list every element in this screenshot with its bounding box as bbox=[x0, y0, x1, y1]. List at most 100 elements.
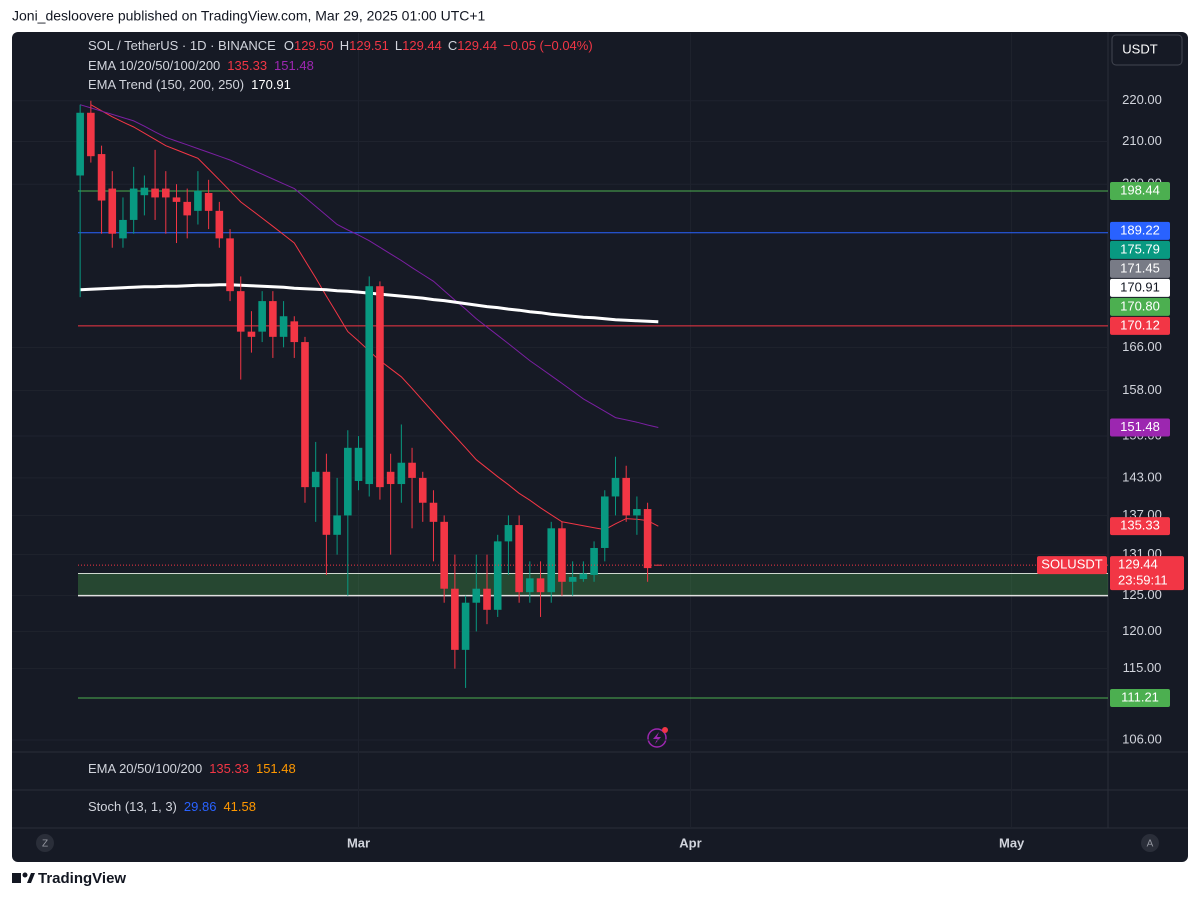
y-tick-label: 120.00 bbox=[1122, 623, 1162, 638]
candle-body bbox=[429, 502, 438, 522]
legend-text: EMA 10/20/50/100/200 bbox=[88, 58, 220, 73]
legend-row: Stoch (13, 1, 3) 29.86 41.58 bbox=[88, 799, 256, 814]
y-tick-label: 158.00 bbox=[1122, 382, 1162, 397]
x-tick-label: Apr bbox=[679, 835, 701, 850]
candle-body bbox=[204, 192, 213, 211]
candle-body bbox=[172, 197, 181, 202]
legend-row: SOL / TetherUS · 1D · BINANCE O129.50 H129… bbox=[88, 38, 593, 53]
candle-body bbox=[483, 588, 491, 610]
legend-text: 135.33 bbox=[209, 761, 249, 776]
legend-text: 129.44 bbox=[457, 38, 497, 53]
legend-text: EMA 20/50/100/200 bbox=[88, 761, 202, 776]
candle-body bbox=[344, 447, 352, 516]
candle-body bbox=[493, 541, 502, 610]
price-label: 135.33 bbox=[1120, 518, 1160, 533]
legend-row: EMA Trend (150, 200, 250) 170.91 bbox=[88, 77, 291, 92]
ema-line bbox=[90, 104, 659, 531]
price-label-box bbox=[1110, 278, 1170, 297]
legend-text: L bbox=[395, 38, 402, 53]
chart-background bbox=[12, 32, 1188, 862]
candle-body bbox=[322, 471, 331, 535]
y-tick-label: 106.00 bbox=[1122, 731, 1162, 746]
legend-text: 129.44 bbox=[402, 38, 442, 53]
support-zone bbox=[78, 573, 1108, 596]
header: Joni_desloovere published on TradingView… bbox=[12, 8, 486, 24]
candle-body bbox=[311, 471, 320, 488]
legend-text: 170.91 bbox=[251, 77, 291, 92]
candle-body bbox=[365, 286, 374, 485]
price-label-box bbox=[1110, 297, 1170, 316]
candle-body bbox=[354, 447, 363, 481]
footer-logo bbox=[12, 872, 35, 883]
candle-body bbox=[258, 301, 266, 332]
price-label: 189.22 bbox=[1120, 222, 1160, 237]
y-tick-label: 220.00 bbox=[1122, 92, 1162, 107]
legend-text: 129.50 bbox=[294, 38, 334, 53]
y-tick-label: 210.00 bbox=[1122, 133, 1162, 148]
symbol-label: SOLUSDT bbox=[1041, 557, 1102, 572]
candle-body bbox=[590, 547, 598, 575]
candle-body bbox=[408, 462, 416, 478]
price-label-box bbox=[1110, 240, 1170, 259]
alert-icon bbox=[647, 727, 668, 748]
candle-body bbox=[440, 521, 448, 589]
legend-text: H bbox=[340, 38, 349, 53]
symbol-box bbox=[1037, 556, 1107, 575]
y-tick-label: 115.00 bbox=[1123, 660, 1162, 675]
y-tick-label: 166.00 bbox=[1122, 339, 1162, 354]
legend-text: 41.58 bbox=[223, 799, 256, 814]
price-label-box bbox=[1110, 689, 1170, 708]
price-label-box bbox=[1110, 259, 1170, 278]
candle-body bbox=[397, 462, 406, 485]
legend-text: 151.48 bbox=[256, 761, 296, 776]
candle-body bbox=[215, 210, 224, 239]
price-label-box bbox=[1110, 182, 1170, 201]
candle-body bbox=[151, 188, 159, 198]
candle-body bbox=[386, 471, 395, 485]
candle-body bbox=[504, 525, 513, 542]
candle-body bbox=[579, 573, 588, 580]
legend-text: 129.51 bbox=[349, 38, 389, 53]
candle-body bbox=[226, 238, 234, 292]
auto-button[interactable] bbox=[1141, 834, 1159, 852]
legend-text: 29.86 bbox=[184, 799, 217, 814]
price-label-box bbox=[1110, 221, 1170, 240]
price-label: 129.44 bbox=[1118, 557, 1158, 572]
currency-button[interactable] bbox=[1111, 34, 1183, 66]
zoom-button[interactable] bbox=[36, 834, 54, 852]
legend-text: Stoch (13, 1, 3) bbox=[88, 799, 177, 814]
price-label: 171.45 bbox=[1120, 260, 1160, 275]
candle-body bbox=[461, 602, 470, 650]
candle-body bbox=[547, 528, 556, 593]
candle-body bbox=[451, 588, 459, 650]
candle-body bbox=[269, 301, 277, 337]
candle-body bbox=[290, 321, 299, 343]
candle-body bbox=[333, 515, 341, 535]
legend-row: EMA 20/50/100/200 135.33 151.48 bbox=[88, 761, 296, 776]
legend-text: O bbox=[284, 38, 294, 53]
price-label-box bbox=[1110, 316, 1170, 335]
auto-label: A bbox=[1147, 839, 1154, 850]
candle-body bbox=[515, 525, 523, 593]
currency-label: USDT bbox=[1122, 41, 1157, 56]
price-label: 111.21 bbox=[1121, 689, 1159, 704]
candle-body bbox=[183, 201, 192, 216]
price-label: 170.12 bbox=[1120, 317, 1160, 332]
candle-body bbox=[611, 477, 620, 497]
candle-body bbox=[301, 342, 309, 488]
legend-text: −0.05 (−0.04%) bbox=[503, 38, 593, 53]
candle-body bbox=[236, 291, 245, 332]
candle-body bbox=[376, 286, 384, 488]
candle-body bbox=[194, 190, 202, 211]
price-label-box bbox=[1110, 556, 1184, 591]
candle-body bbox=[536, 578, 545, 593]
candle-body bbox=[643, 509, 652, 569]
candle-body bbox=[87, 112, 95, 157]
ema-line bbox=[79, 104, 659, 428]
candle-body bbox=[472, 588, 481, 603]
x-tick-label: Mar bbox=[347, 835, 370, 850]
countdown: 23:59:11 bbox=[1118, 573, 1168, 588]
candle-body bbox=[418, 477, 427, 503]
